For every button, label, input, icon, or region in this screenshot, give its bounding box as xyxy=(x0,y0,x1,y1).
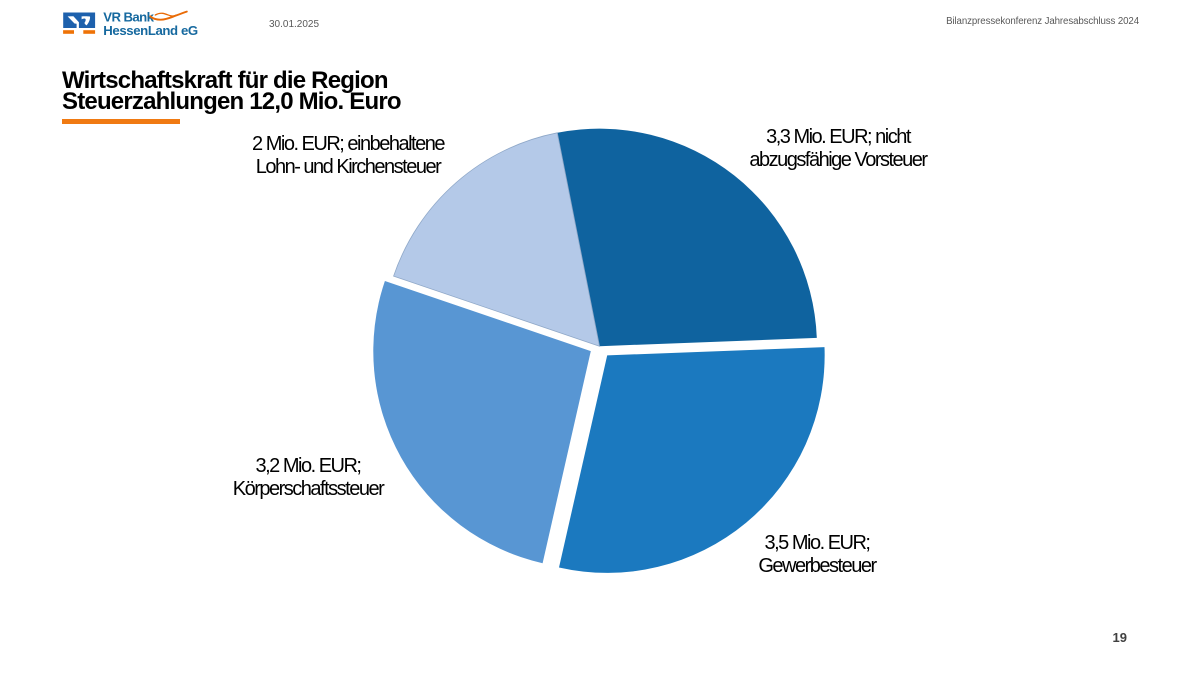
svg-text:VR Bank: VR Bank xyxy=(103,9,154,24)
svg-text:HessenLand eG: HessenLand eG xyxy=(103,23,198,38)
